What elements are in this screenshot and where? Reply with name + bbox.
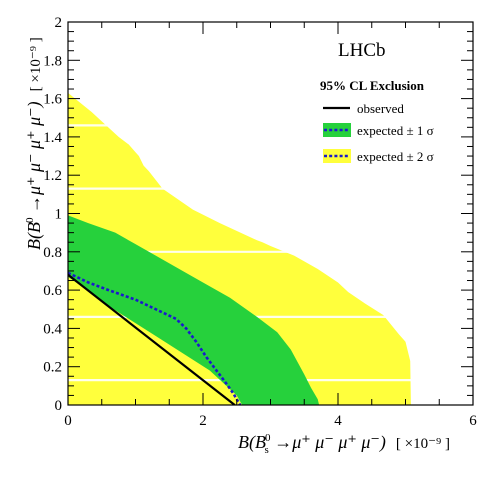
legend-observed-label: observed [357, 101, 404, 116]
x-tick-label: 0 [64, 413, 72, 429]
y-tick-label: 0.6 [43, 283, 62, 299]
y-tick-label: 0.4 [43, 321, 62, 337]
legend-title: 95% CL Exclusion [320, 78, 425, 93]
y-tick-label: 0.8 [43, 245, 62, 261]
y-tick-label: 1.8 [43, 53, 62, 69]
y-tick-label: 1 [55, 207, 63, 223]
expected-1sigma-band [68, 215, 320, 405]
y-tick-label: 2 [55, 15, 63, 31]
plot-area [68, 92, 473, 405]
x-tick-label: 2 [199, 413, 207, 429]
legend-2sigma-label: expected ± 2 σ [357, 149, 434, 164]
y-tick-label: 1.4 [43, 130, 62, 146]
expected-line [68, 271, 242, 405]
y-tick-label: 1.2 [43, 168, 62, 184]
y-tick-label: 0 [55, 398, 63, 414]
observed-line [68, 273, 236, 405]
y-tick-label: 1.6 [43, 92, 62, 108]
x-axis-title: B(B0 s →μ⁺ μ⁻ μ⁺ μ⁻)[ ×10⁻⁹ ] [238, 432, 450, 456]
x-axis-tick-labels: 0 2 4 6 [64, 413, 477, 429]
experiment-label: LHCb [338, 40, 386, 61]
x-tick-label: 6 [469, 413, 477, 429]
y-axis-title: B(B0 →μ⁺ μ⁻ μ⁺ μ⁻)[ ×10⁻⁹ ] [24, 37, 45, 250]
y-axis-ticks [68, 21, 473, 406]
x-tick-label: 4 [334, 413, 342, 429]
legend-1sigma-label: expected ± 1 σ [357, 123, 434, 138]
y-axis-tick-labels: 0 0.2 0.4 0.6 0.8 1 1.2 1.4 1.6 1.8 2 [43, 15, 62, 414]
y-tick-label: 0.2 [43, 360, 62, 376]
legend: 95% CL Exclusion observed expected ± 1 σ… [320, 78, 434, 164]
